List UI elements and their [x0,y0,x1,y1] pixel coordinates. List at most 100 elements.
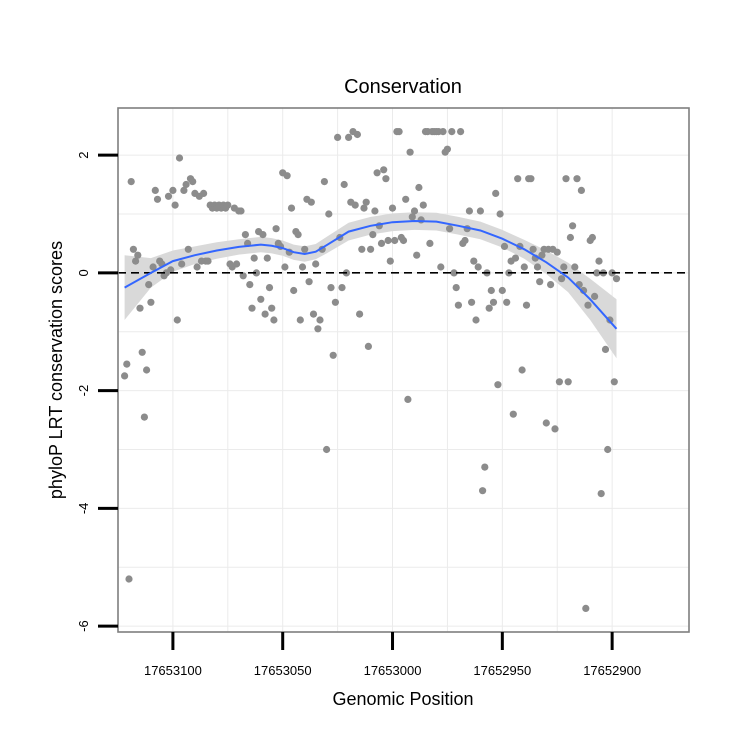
data-point [417,216,425,224]
x-tick-label: 17653050 [254,663,312,678]
data-point [612,275,621,283]
data-point [391,236,399,245]
y-axis-title: phyloP LRT conservation scores [46,241,66,499]
data-point [571,263,579,271]
data-point [329,351,337,359]
data-point [426,239,434,247]
data-point [364,342,372,350]
data-point [184,245,192,253]
gridlines [118,108,689,632]
data-point [334,133,342,141]
data-point [577,186,586,194]
data-point [323,445,331,454]
x-tick-label: 17652900 [583,663,641,678]
data-point [250,254,258,262]
data-point [415,183,423,192]
data-point [327,284,335,292]
data-point [487,286,495,295]
data-point [593,269,601,277]
data-point [182,180,190,189]
data-point [595,257,603,265]
data-point [472,316,480,324]
data-point [404,395,412,403]
data-point [439,128,447,136]
data-point [169,186,177,194]
data-point [610,378,618,386]
data-point [388,204,397,212]
data-point [457,128,465,136]
data-point [239,272,247,280]
data-point [316,316,324,324]
data-point [604,445,612,454]
data-point [399,236,408,245]
data-point [358,245,366,253]
data-point [509,410,517,418]
data-point [569,222,577,230]
data-point [140,413,148,421]
data-point [527,175,535,183]
data-point [395,128,403,136]
data-point [246,281,254,289]
x-tick-label: 17653100 [144,663,202,678]
data-point [259,231,267,239]
data-point [591,292,599,300]
data-point [413,251,421,259]
smooth-confidence-band [124,212,617,359]
data-point [353,130,361,139]
data-point [382,175,390,183]
data-point [470,257,478,265]
data-point [489,298,498,306]
y-tick-label: 2 [76,151,91,158]
data-point [498,286,506,295]
data-point [476,207,484,215]
x-tick-label: 17653000 [364,663,422,678]
data-point [178,260,186,268]
data-point [465,207,473,215]
data-point [562,175,570,183]
data-point [281,263,289,271]
data-point [529,245,537,253]
data-point [173,316,181,324]
data-point [204,257,212,265]
data-point [538,251,546,259]
data-point [367,245,375,253]
data-point [520,263,528,271]
data-point [406,148,414,156]
data-point [351,201,359,209]
data-point [301,245,309,253]
data-point [481,463,489,471]
data-point [511,254,520,262]
data-point [189,178,197,186]
data-point [263,254,271,262]
data-point [408,213,416,221]
data-point [298,263,307,271]
data-point [518,366,526,374]
data-point [237,207,245,215]
y-tick-label: -2 [76,385,91,397]
data-point [454,301,462,309]
data-point [360,204,368,212]
data-point [129,245,137,253]
data-point [171,201,179,209]
data-point [450,269,458,277]
x-axis-title: Genomic Position [332,689,473,709]
data-point [296,316,304,324]
data-point [479,487,487,495]
data-point [492,189,500,197]
data-point [461,236,469,245]
data-point [419,201,427,209]
data-point [522,301,531,309]
data-point [180,186,188,194]
data-point [127,178,135,186]
data-point [252,269,260,277]
data-point [536,278,544,286]
y-axis-ticks: -6 -4 -2 0 2 [76,151,118,632]
data-point [143,366,151,374]
data-point [443,145,451,153]
data-point [138,348,146,356]
data-point [287,204,296,212]
data-point [555,378,564,386]
data-point [558,275,566,283]
data-point [290,286,298,295]
data-point [345,133,353,141]
